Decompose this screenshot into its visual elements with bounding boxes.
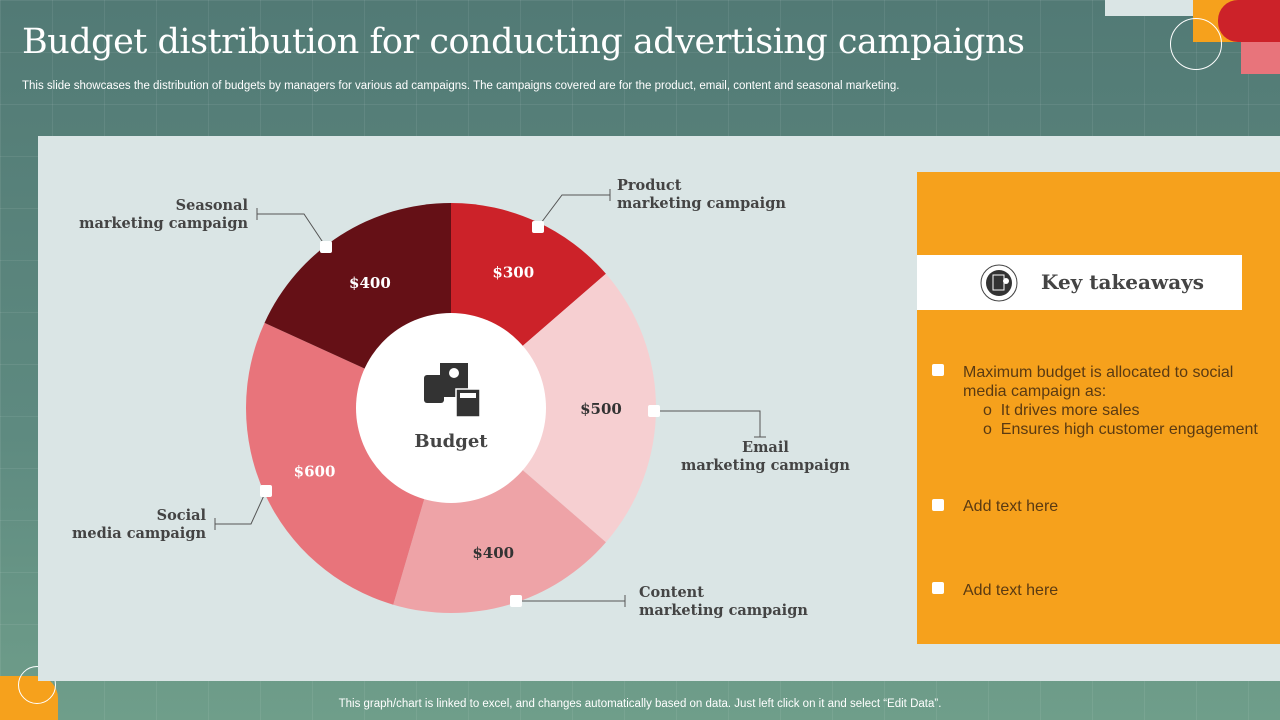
data-label-3: $600 (294, 462, 336, 480)
decor-pink (1241, 42, 1280, 74)
label-product: Product marketing campaign (617, 177, 786, 212)
donut-hole (356, 313, 546, 503)
page-subtitle: This slide showcases the distribution of… (22, 80, 900, 92)
center-label: Budget (414, 431, 488, 452)
decor-bar (1105, 0, 1195, 16)
takeaway-item-1: Maximum budget is allocated to social me… (963, 363, 1263, 439)
takeaway-item-3: Add text here (963, 582, 1059, 599)
data-label-1: $500 (580, 400, 622, 418)
document-icon (980, 264, 1018, 302)
checkbox-1[interactable] (932, 364, 944, 376)
subitem-1: o It drives more sales (983, 402, 1140, 419)
decor-circle-icon (1170, 18, 1222, 70)
label-social: Social media campaign (72, 507, 206, 542)
slice-1[interactable] (451, 273, 657, 543)
donut-chart[interactable]: Budget $300 $500 $400 $600 $400 (0, 0, 900, 720)
checkbox-2[interactable] (932, 499, 944, 511)
page-title: Budget distribution for conducting adver… (22, 22, 1025, 62)
data-label-4: $400 (349, 274, 391, 292)
subitem-2: o Ensures high customer engagement (983, 421, 1258, 438)
marker-points (260, 221, 660, 607)
data-label-0: $300 (492, 264, 534, 282)
decor-circle-bottom-icon (18, 666, 56, 704)
data-label-2: $400 (472, 544, 514, 562)
takeaways-title: Key takeaways (1041, 270, 1205, 294)
label-seasonal: Seasonal marketing campaign (79, 197, 248, 232)
leader-lines (214, 189, 766, 607)
takeaway-item-2: Add text here (963, 498, 1059, 515)
takeaways-header: Key takeaways (917, 255, 1242, 310)
label-email: Email marketing campaign (681, 439, 850, 474)
checkbox-3[interactable] (932, 582, 944, 594)
footer-note: This graph/chart is linked to excel, and… (338, 698, 942, 710)
takeaways-panel (917, 172, 1280, 644)
decor-red (1218, 0, 1280, 42)
label-content: Content marketing campaign (639, 584, 808, 619)
budget-icon (424, 363, 481, 418)
